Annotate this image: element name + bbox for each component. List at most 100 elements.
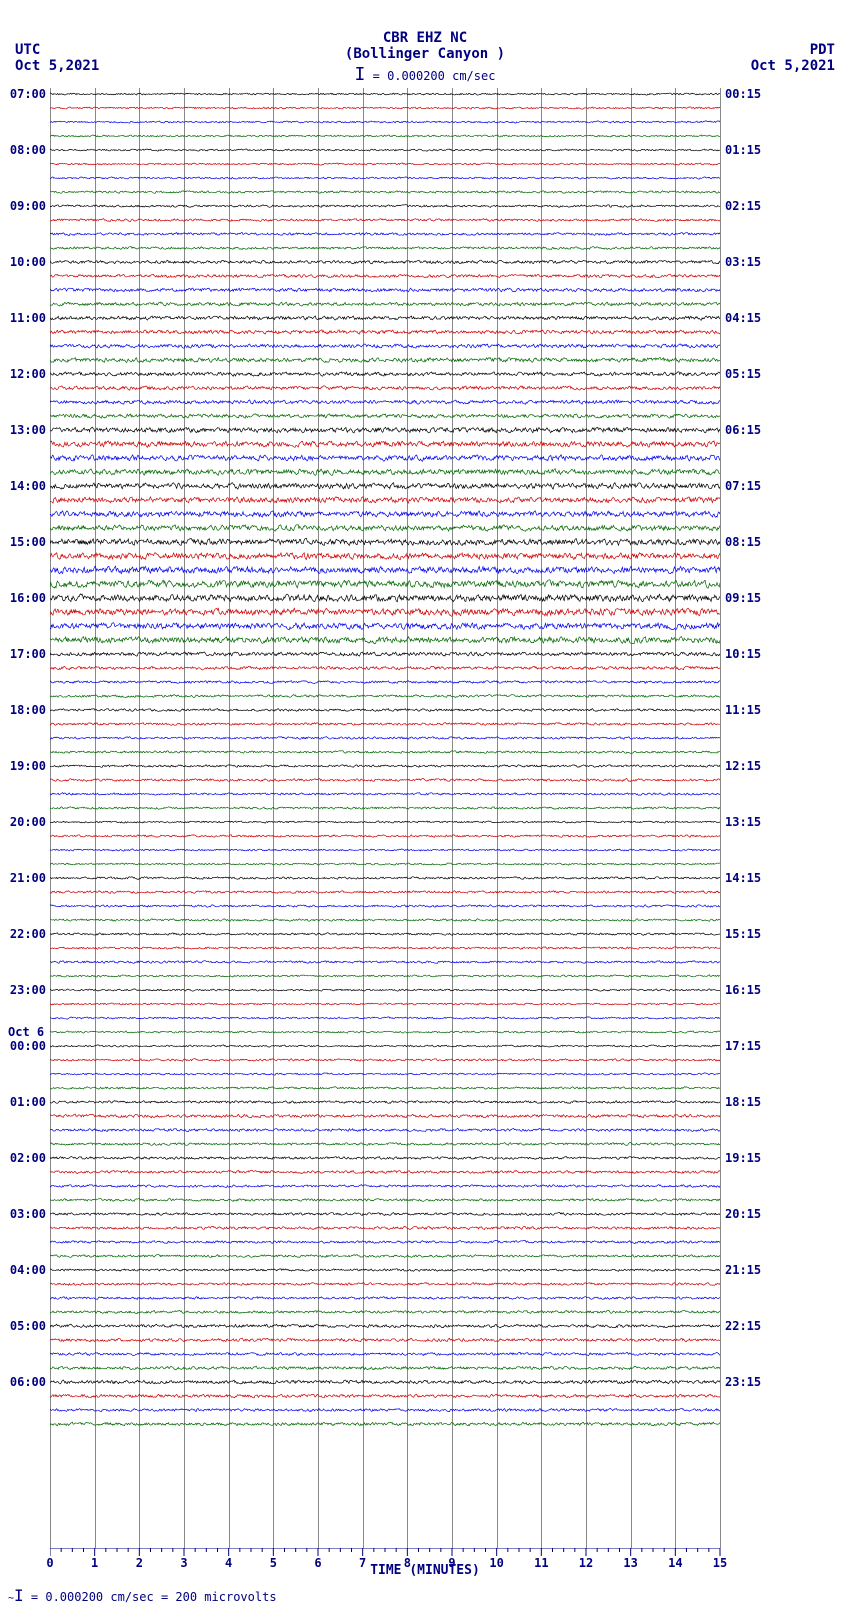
seismic-trace bbox=[50, 469, 720, 476]
seismic-trace bbox=[50, 1408, 720, 1411]
seismic-trace bbox=[50, 302, 720, 306]
right-hour-label: 06:15 bbox=[725, 423, 775, 437]
seismic-trace bbox=[50, 580, 720, 588]
left-hour-label: 10:00 bbox=[6, 255, 46, 269]
seismic-trace bbox=[50, 1324, 720, 1328]
seismic-trace bbox=[50, 93, 720, 95]
seismic-trace bbox=[50, 455, 720, 462]
seismic-trace bbox=[50, 205, 720, 208]
seismic-trace bbox=[50, 1170, 720, 1173]
seismic-trace bbox=[50, 1017, 720, 1019]
right-hour-label: 10:15 bbox=[725, 647, 775, 661]
seismic-trace bbox=[50, 1087, 720, 1090]
right-hour-label: 03:15 bbox=[725, 255, 775, 269]
seismic-trace bbox=[50, 1128, 720, 1131]
seismic-trace bbox=[50, 1283, 720, 1286]
seismic-trace bbox=[50, 191, 720, 194]
seismic-trace bbox=[50, 709, 720, 712]
left-hour-label: 12:00 bbox=[6, 367, 46, 381]
x-tick-label: 5 bbox=[263, 1556, 283, 1570]
x-tick-label: 3 bbox=[174, 1556, 194, 1570]
left-hour-label: 01:00 bbox=[6, 1095, 46, 1109]
seismic-trace bbox=[50, 751, 720, 754]
right-hour-label: 01:15 bbox=[725, 143, 775, 157]
seismic-trace bbox=[50, 135, 720, 137]
seismogram-plot-area bbox=[50, 88, 720, 1548]
seismic-trace bbox=[50, 891, 720, 894]
seismic-trace bbox=[50, 149, 720, 151]
seismic-trace bbox=[50, 737, 720, 740]
left-hour-label: 02:00 bbox=[6, 1151, 46, 1165]
left-hour-label: 13:00 bbox=[6, 423, 46, 437]
seismic-trace bbox=[50, 947, 720, 950]
seismic-trace bbox=[50, 1338, 720, 1342]
left-hour-label: 00:00 bbox=[6, 1039, 46, 1053]
seismic-trace bbox=[50, 1059, 720, 1062]
seismic-trace bbox=[50, 177, 720, 179]
seismic-trace bbox=[50, 1269, 720, 1272]
seismic-trace bbox=[50, 961, 720, 964]
x-tick-label: 14 bbox=[665, 1556, 685, 1570]
seismic-trace bbox=[50, 330, 720, 334]
seismic-trace bbox=[50, 807, 720, 809]
seismic-trace bbox=[50, 1143, 720, 1146]
seismic-trace bbox=[50, 1352, 720, 1355]
seismic-trace bbox=[50, 863, 720, 865]
seismic-trace bbox=[50, 1394, 720, 1398]
seismic-trace bbox=[50, 483, 720, 489]
date-left-label: Oct 5,2021 bbox=[15, 58, 99, 74]
seismic-trace bbox=[50, 427, 720, 433]
seismic-trace bbox=[50, 1241, 720, 1244]
seismic-trace bbox=[50, 919, 720, 922]
x-tick-label: 4 bbox=[219, 1556, 239, 1570]
seismic-trace bbox=[50, 107, 720, 109]
right-hour-label: 19:15 bbox=[725, 1151, 775, 1165]
right-hour-label: 09:15 bbox=[725, 591, 775, 605]
seismic-trace bbox=[50, 905, 720, 908]
seismic-trace bbox=[50, 623, 720, 630]
right-hour-label: 04:15 bbox=[725, 311, 775, 325]
left-hour-label: 23:00 bbox=[6, 983, 46, 997]
x-tick-label: 7 bbox=[353, 1556, 373, 1570]
seismic-trace bbox=[50, 163, 720, 165]
right-hour-label: 23:15 bbox=[725, 1375, 775, 1389]
seismic-trace bbox=[50, 1003, 720, 1005]
seismic-trace bbox=[50, 793, 720, 796]
right-hour-label: 20:15 bbox=[725, 1207, 775, 1221]
seismic-trace bbox=[50, 1366, 720, 1370]
tz-left-label: UTC bbox=[15, 42, 40, 58]
helicorder-container: CBR EHZ NC (Bollinger Canyon ) I = 0.000… bbox=[0, 0, 850, 1613]
seismic-trace bbox=[50, 1157, 720, 1160]
right-hour-label: 08:15 bbox=[725, 535, 775, 549]
x-tick-label: 9 bbox=[442, 1556, 462, 1570]
seismic-trace bbox=[50, 877, 720, 880]
left-hour-label: 14:00 bbox=[6, 479, 46, 493]
seismic-trace bbox=[50, 594, 720, 602]
left-hour-label: 18:00 bbox=[6, 703, 46, 717]
seismic-trace bbox=[50, 652, 720, 656]
scale-legend: I = 0.000200 cm/sec bbox=[0, 64, 850, 85]
grid-line-v bbox=[720, 88, 721, 1548]
left-hour-label: 15:00 bbox=[6, 535, 46, 549]
date-right-label: Oct 5,2021 bbox=[751, 58, 835, 74]
seismic-trace bbox=[50, 608, 720, 616]
right-hour-label: 11:15 bbox=[725, 703, 775, 717]
seismic-trace bbox=[50, 400, 720, 404]
seismic-trace bbox=[50, 1073, 720, 1075]
right-hour-label: 12:15 bbox=[725, 759, 775, 773]
left-hour-label: 07:00 bbox=[6, 87, 46, 101]
seismic-trace bbox=[50, 1380, 720, 1384]
seismic-trace bbox=[50, 525, 720, 532]
seismic-trace bbox=[50, 835, 720, 838]
seismic-trace bbox=[50, 1199, 720, 1202]
right-hour-label: 07:15 bbox=[725, 479, 775, 493]
seismic-trace bbox=[50, 247, 720, 250]
seismic-trace bbox=[50, 1422, 720, 1426]
traces-svg bbox=[50, 88, 720, 1568]
footer-scale-text: ∼I = 0.000200 cm/sec = 200 microvolts bbox=[8, 1586, 277, 1605]
seismic-trace bbox=[50, 666, 720, 670]
x-tick-label: 10 bbox=[487, 1556, 507, 1570]
x-tick-label: 13 bbox=[621, 1556, 641, 1570]
x-tick-label: 1 bbox=[85, 1556, 105, 1570]
left-hour-label: 05:00 bbox=[6, 1319, 46, 1333]
